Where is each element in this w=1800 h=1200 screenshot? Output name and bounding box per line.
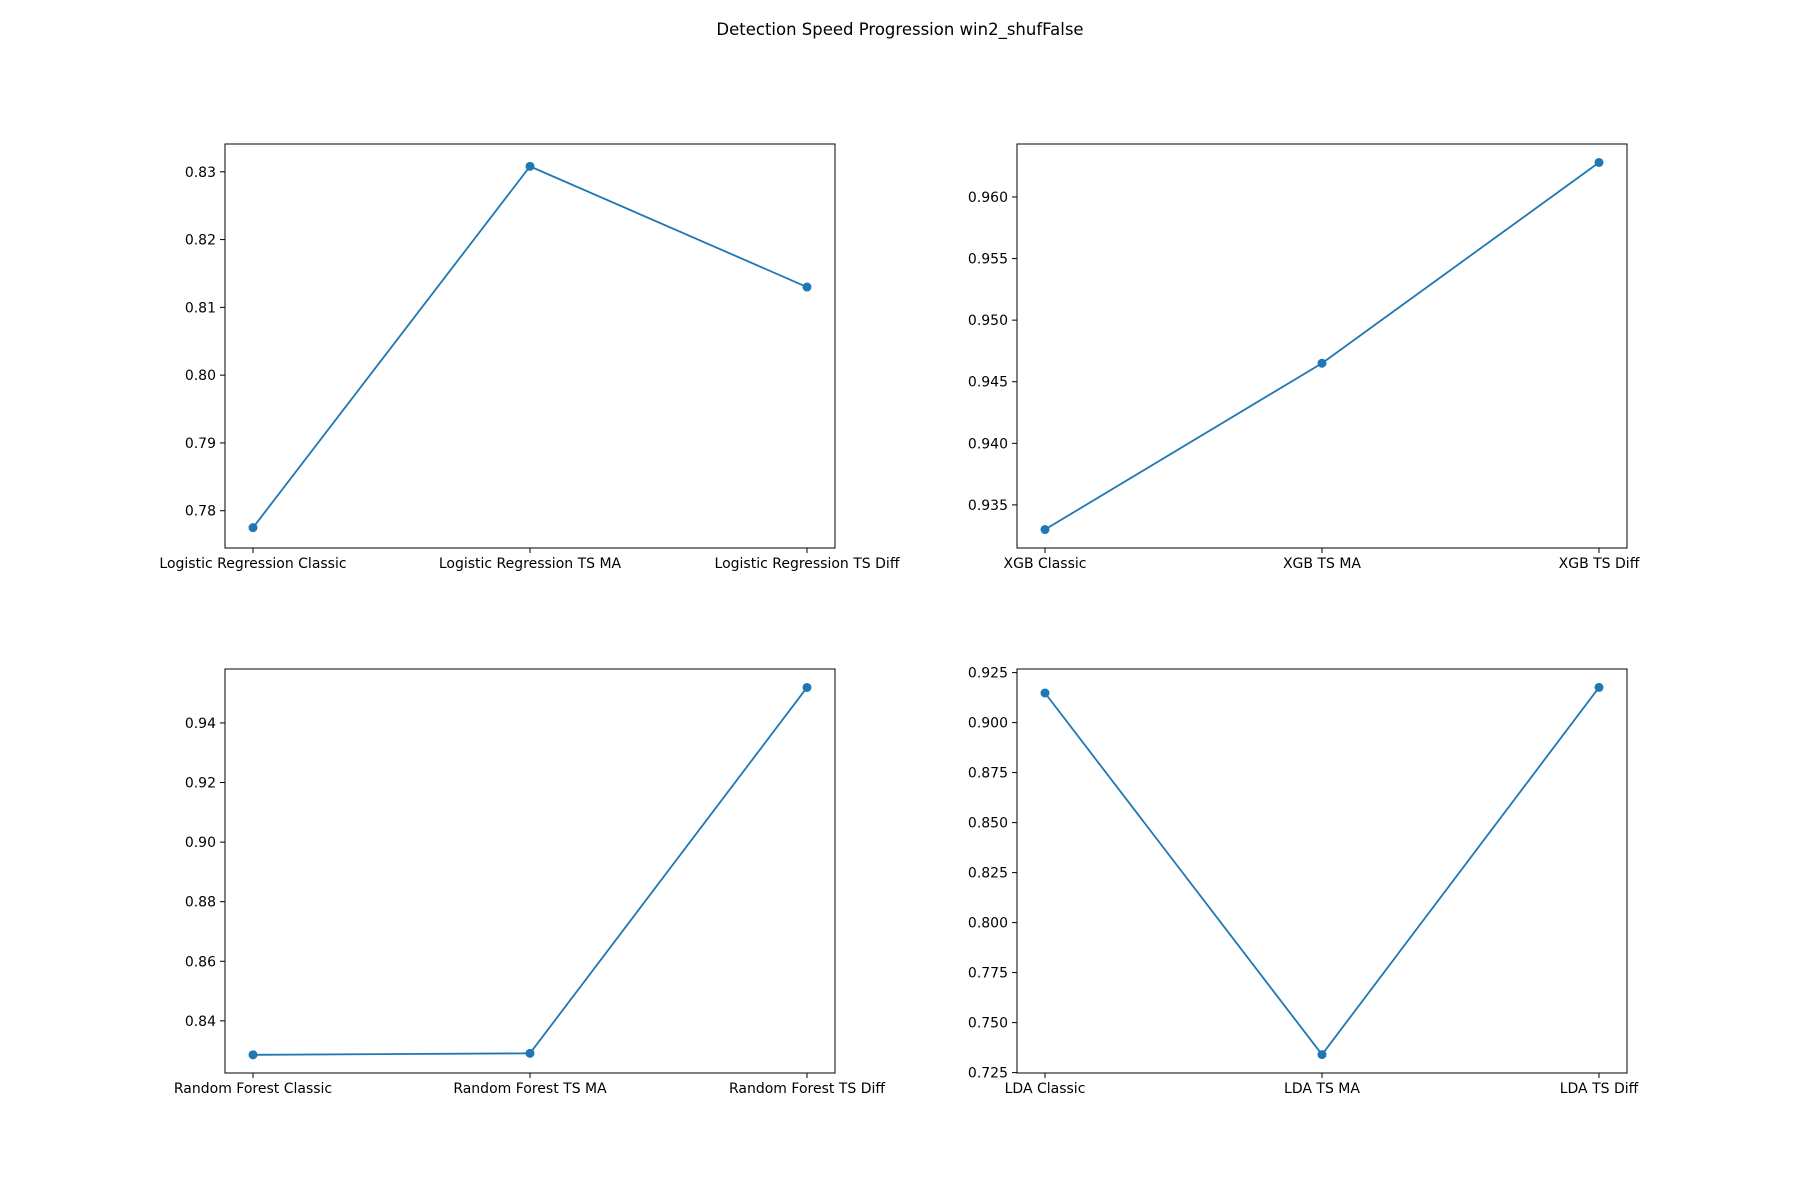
y-tick-label: 0.83 xyxy=(185,165,216,181)
data-point xyxy=(525,1048,535,1058)
x-tick-label: Logistic Regression TS MA xyxy=(439,556,622,572)
subplot-2: 0.935 0.940 0.945 0.950 0.955 0.960 XGB Classi… xyxy=(968,143,1640,572)
axes-frame xyxy=(224,668,836,1074)
data-point xyxy=(525,161,535,171)
x-tick-label: XGB TS Diff xyxy=(1559,556,1640,572)
x-tick-label: LDA Classic xyxy=(1005,1081,1086,1097)
y-tick-label: 0.90 xyxy=(185,835,216,851)
y-tick-label: 0.935 xyxy=(968,498,1008,514)
y-tick-label: 0.92 xyxy=(185,776,216,792)
x-tick-label: Random Forest Classic xyxy=(174,1081,332,1097)
x-tick-label: LDA TS Diff xyxy=(1560,1081,1639,1097)
y-tick-label: 0.875 xyxy=(968,766,1008,782)
y-tick-label: 0.945 xyxy=(968,375,1008,391)
y-tick-label: 0.925 xyxy=(968,666,1008,682)
data-point xyxy=(1594,157,1604,167)
axes-frame xyxy=(224,143,836,549)
y-tick-label: 0.940 xyxy=(968,436,1008,452)
subplot-4: 0.725 0.750 0.775 0.800 0.825 0.850 0.875 0.900… xyxy=(968,666,1639,1097)
y-tick-label: 0.82 xyxy=(185,233,216,249)
y-tick-label: 0.955 xyxy=(968,252,1008,268)
y-tick-label: 0.86 xyxy=(185,954,216,970)
x-tick-label: LDA TS MA xyxy=(1284,1081,1360,1097)
subplot-1: 0.78 0.79 0.80 0.81 0.82 0.83 Logistic Regress… xyxy=(159,143,900,572)
data-point xyxy=(802,682,812,692)
x-tick-label: Random Forest TS MA xyxy=(453,1081,607,1097)
series-line xyxy=(252,165,808,529)
axes-frame xyxy=(1016,143,1628,549)
data-point xyxy=(248,523,258,533)
y-tick-label: 0.84 xyxy=(185,1014,216,1030)
data-point xyxy=(1594,682,1604,692)
y-tick-label: 0.850 xyxy=(968,816,1008,832)
x-tick-label: XGB TS MA xyxy=(1283,556,1361,572)
data-point xyxy=(248,1050,258,1060)
y-tick-label: 0.88 xyxy=(185,895,216,911)
y-tick-label: 0.79 xyxy=(185,436,216,452)
y-tick-label: 0.750 xyxy=(968,1016,1008,1032)
subplot-3: 0.84 0.86 0.88 0.90 0.92 0.94 Random Forest Cl… xyxy=(174,668,885,1097)
y-tick-label: 0.81 xyxy=(185,300,216,316)
y-tick-label: 0.725 xyxy=(968,1066,1008,1082)
figure-title: Detection Speed Progression win2_shufFal… xyxy=(716,20,1084,39)
series-line xyxy=(252,686,808,1056)
y-tick-label: 0.825 xyxy=(968,866,1008,882)
x-tick-label: Logistic Regression Classic xyxy=(159,556,346,572)
series-line xyxy=(1044,686,1600,1057)
y-tick-label: 0.950 xyxy=(968,313,1008,329)
y-tick-label: 0.94 xyxy=(185,716,216,732)
y-tick-label: 0.80 xyxy=(185,368,216,384)
data-point xyxy=(1040,688,1050,698)
y-tick-label: 0.78 xyxy=(185,504,216,520)
y-tick-label: 0.800 xyxy=(968,916,1008,932)
data-point xyxy=(1040,525,1050,535)
x-tick-label: Logistic Regression TS Diff xyxy=(715,556,900,572)
y-tick-label: 0.900 xyxy=(968,716,1008,732)
axes-frame xyxy=(1016,668,1628,1074)
x-tick-label: XGB Classic xyxy=(1004,556,1087,572)
y-tick-label: 0.775 xyxy=(968,966,1008,982)
data-point xyxy=(802,282,812,292)
y-tick-label: 0.960 xyxy=(968,190,1008,206)
data-point xyxy=(1317,1050,1327,1060)
x-tick-label: Random Forest TS Diff xyxy=(729,1081,885,1097)
series-line xyxy=(1044,161,1600,531)
data-point xyxy=(1317,358,1327,368)
